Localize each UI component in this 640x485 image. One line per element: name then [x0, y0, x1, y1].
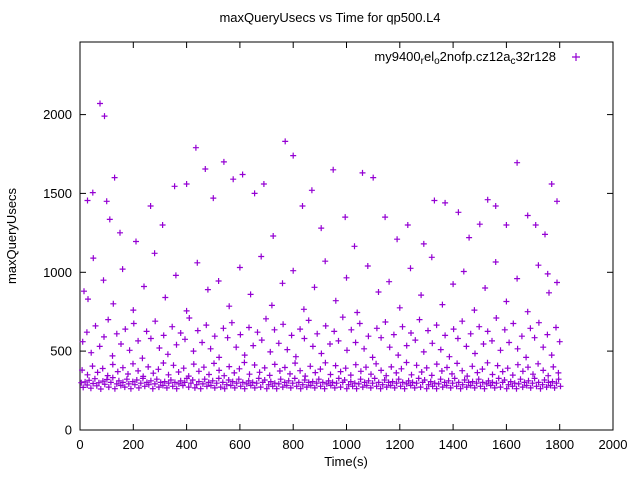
x-axis-ticks: 0 200 400 600 800 1000 1200 1400 1600 1800 2000 [76, 42, 627, 452]
y-tick-label: 2000 [43, 107, 72, 122]
x-axis-label: Time(s) [324, 454, 368, 469]
x-tick-label: 200 [122, 437, 144, 452]
x-tick-label: 800 [282, 437, 304, 452]
legend-label: my9400relo2nofp.cz12ac32r128 [374, 49, 556, 67]
y-tick-label: 1500 [43, 186, 72, 201]
y-axis-label: maxQueryUsecs [4, 187, 19, 284]
legend: my9400relo2nofp.cz12ac32r128 [374, 49, 580, 67]
x-tick-label: 0 [76, 437, 83, 452]
y-axis-ticks: 0 500 1000 1500 2000 [43, 107, 613, 438]
x-tick-label: 1000 [332, 437, 361, 452]
legend-marker-icon [572, 53, 580, 61]
x-tick-label: 1400 [439, 437, 468, 452]
y-tick-label: 500 [50, 344, 72, 359]
x-tick-label: 600 [229, 437, 251, 452]
scatter-points [78, 100, 564, 392]
data-points [78, 100, 564, 392]
x-tick-label: 400 [176, 437, 198, 452]
x-tick-label: 1800 [545, 437, 574, 452]
y-tick-label: 1000 [43, 265, 72, 280]
y-tick-label: 0 [65, 423, 72, 438]
chart-title: maxQueryUsecs vs Time for qp500.L4 [219, 10, 440, 25]
x-tick-label: 1600 [492, 437, 521, 452]
x-tick-label: 1200 [385, 437, 414, 452]
x-tick-label: 2000 [599, 437, 628, 452]
